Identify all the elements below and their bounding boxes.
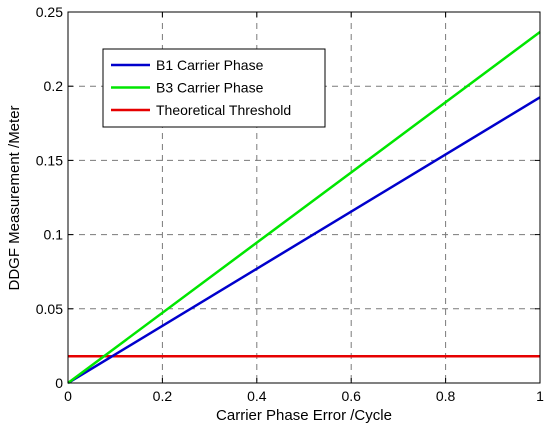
y-tick-label: 0.1 [44, 227, 64, 243]
series-line-1 [67, 96, 541, 385]
x-tick-label: 0.4 [247, 388, 267, 404]
x-tick-label: 0 [64, 388, 72, 404]
y-axis-label: DDGF Measurement /Meter [6, 105, 23, 290]
x-axis-label: Carrier Phase Error /Cycle [216, 407, 392, 424]
y-tick-label: 0 [55, 375, 63, 391]
y-tick-labels: 0 0.05 0.1 0.15 0.2 0.25 [36, 4, 63, 391]
plot-frame [67, 11, 541, 384]
legend-label: B3 Carrier Phase [156, 80, 264, 96]
series-lines [67, 31, 541, 385]
series-line-2 [67, 31, 541, 385]
y-tick-label: 0.05 [36, 301, 63, 317]
x-tick-label: 0.6 [341, 388, 361, 404]
y-tick-label: 0.2 [44, 78, 64, 94]
legend-label: Theoretical Threshold [156, 102, 291, 118]
x-tick-label: 1 [536, 388, 544, 404]
y-tick-label: 0.25 [36, 4, 63, 20]
x-tick-label: 0.8 [436, 388, 456, 404]
legend: B1 Carrier Phase B3 Carrier Phase Theoreti… [102, 48, 326, 128]
y-tick-label: 0.15 [36, 152, 63, 168]
legend-label: B1 Carrier Phase [156, 57, 264, 73]
x-tick-label: 0.2 [153, 388, 173, 404]
x-tick-labels: 0 0.2 0.4 0.6 0.8 1 [64, 388, 544, 404]
axis-ticks [67, 11, 541, 384]
